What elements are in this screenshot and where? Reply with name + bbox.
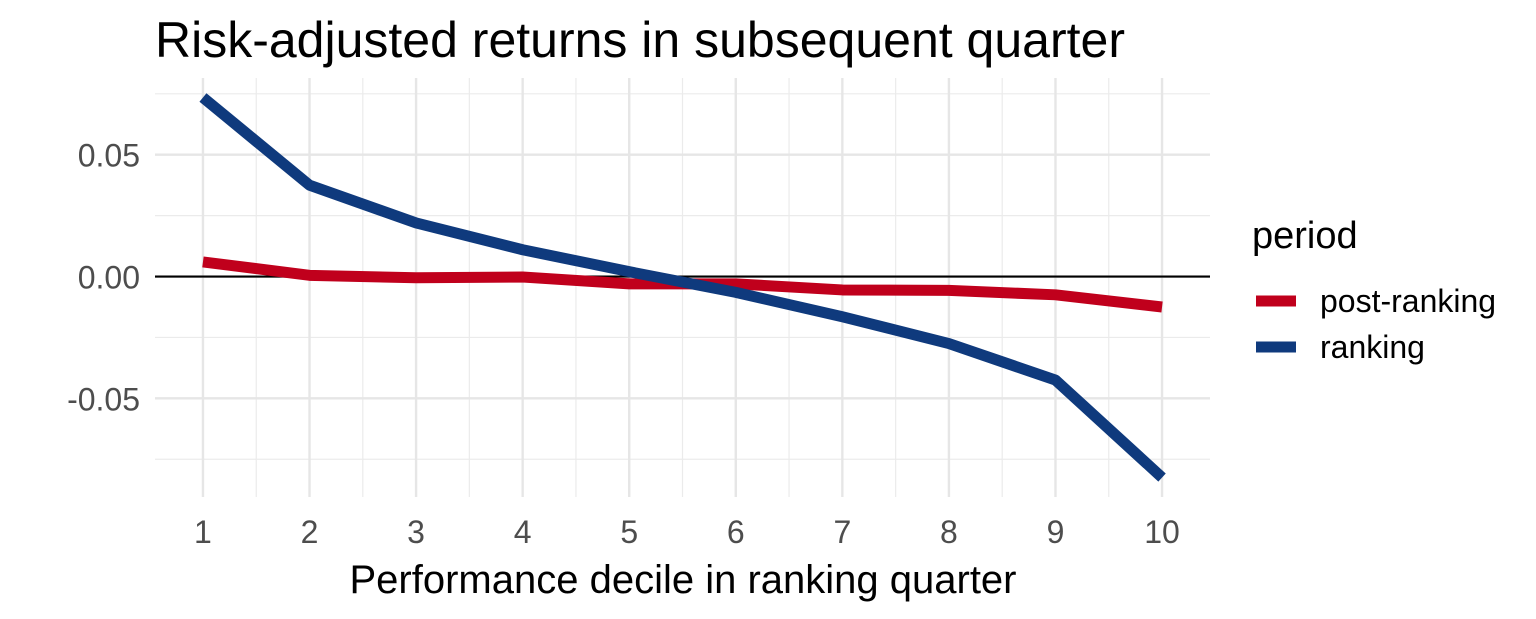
x-tick-label: 7 [833, 514, 851, 550]
x-axis-ticks: 1 2 3 4 5 6 7 8 9 10 [194, 514, 1180, 550]
x-tick-label: 6 [727, 514, 745, 550]
x-axis-title: Performance decile in ranking quarter [349, 558, 1016, 602]
x-tick-label: 3 [407, 514, 425, 550]
x-tick-label: 4 [514, 514, 532, 550]
legend-label: ranking [1320, 329, 1425, 365]
x-tick-label: 2 [301, 514, 319, 550]
y-tick-label: -0.05 [67, 381, 140, 417]
x-tick-label: 1 [194, 514, 212, 550]
series-layer [199, 93, 1166, 482]
y-tick-label: 0.05 [78, 138, 140, 174]
legend-items: post-ranking ranking [1256, 283, 1496, 365]
legend-title: period [1252, 215, 1358, 257]
series-line-ranking [199, 93, 1166, 482]
x-tick-label: 8 [940, 514, 958, 550]
chart-title: Risk-adjusted returns in subsequent quar… [155, 12, 1125, 68]
x-tick-label: 10 [1144, 514, 1180, 550]
legend: period post-ranking ranking [1252, 215, 1496, 365]
y-tick-label: 0.00 [78, 260, 140, 296]
x-tick-label: 5 [620, 514, 638, 550]
y-axis-ticks: -0.05 0.00 0.05 [67, 138, 140, 418]
legend-label: post-ranking [1320, 283, 1496, 319]
x-tick-label: 9 [1047, 514, 1065, 550]
